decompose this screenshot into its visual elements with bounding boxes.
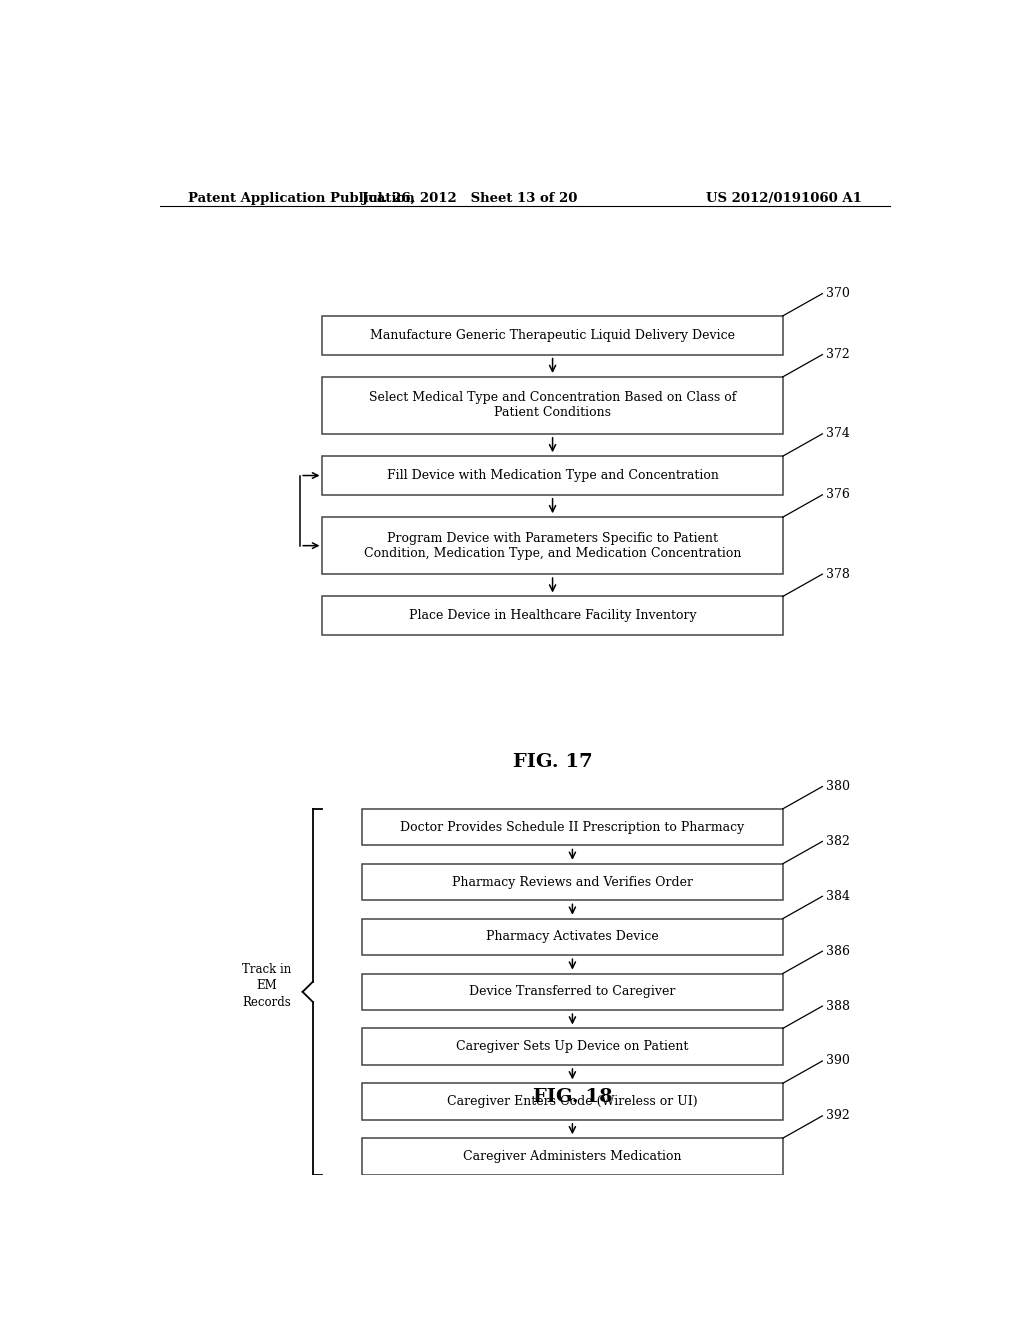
- Text: EM: EM: [256, 979, 278, 993]
- Text: 376: 376: [826, 488, 850, 502]
- Bar: [323, 315, 782, 355]
- Text: 384: 384: [826, 890, 850, 903]
- Text: Caregiver Sets Up Device on Patient: Caregiver Sets Up Device on Patient: [457, 1040, 688, 1053]
- Bar: [362, 1138, 782, 1175]
- Text: FIG. 18: FIG. 18: [532, 1088, 612, 1106]
- Text: Jul. 26, 2012   Sheet 13 of 20: Jul. 26, 2012 Sheet 13 of 20: [361, 191, 577, 205]
- Text: 372: 372: [826, 348, 850, 362]
- Text: 388: 388: [826, 999, 850, 1012]
- Text: Device Transferred to Caregiver: Device Transferred to Caregiver: [469, 985, 676, 998]
- Text: FIG. 17: FIG. 17: [513, 752, 593, 771]
- Text: 390: 390: [826, 1055, 850, 1068]
- Text: 392: 392: [826, 1109, 850, 1122]
- Bar: [362, 919, 782, 956]
- Text: 374: 374: [826, 428, 850, 441]
- Text: Manufacture Generic Therapeutic Liquid Delivery Device: Manufacture Generic Therapeutic Liquid D…: [370, 329, 735, 342]
- Text: 382: 382: [826, 836, 850, 847]
- Bar: [362, 863, 782, 900]
- Text: 378: 378: [826, 568, 850, 581]
- Text: US 2012/0191060 A1: US 2012/0191060 A1: [707, 191, 862, 205]
- Bar: [323, 457, 782, 495]
- Bar: [362, 1084, 782, 1119]
- Text: Doctor Provides Schedule II Prescription to Pharmacy: Doctor Provides Schedule II Prescription…: [400, 821, 744, 834]
- Bar: [362, 1028, 782, 1065]
- Text: Track in: Track in: [243, 964, 292, 975]
- Bar: [323, 597, 782, 635]
- Text: Caregiver Administers Medication: Caregiver Administers Medication: [463, 1150, 682, 1163]
- Text: Pharmacy Reviews and Verifies Order: Pharmacy Reviews and Verifies Order: [452, 875, 693, 888]
- Bar: [323, 378, 782, 434]
- Bar: [362, 974, 782, 1010]
- Bar: [362, 809, 782, 846]
- Bar: [323, 517, 782, 574]
- Text: Select Medical Type and Concentration Based on Class of
Patient Conditions: Select Medical Type and Concentration Ba…: [369, 392, 736, 420]
- Text: 370: 370: [826, 286, 850, 300]
- Text: 380: 380: [826, 780, 850, 793]
- Text: Fill Device with Medication Type and Concentration: Fill Device with Medication Type and Con…: [387, 469, 719, 482]
- Text: Place Device in Healthcare Facility Inventory: Place Device in Healthcare Facility Inve…: [409, 610, 696, 622]
- Text: Program Device with Parameters Specific to Patient
Condition, Medication Type, a: Program Device with Parameters Specific …: [364, 532, 741, 560]
- Text: Patent Application Publication: Patent Application Publication: [187, 191, 415, 205]
- Text: Caregiver Enters Code (Wireless or UI): Caregiver Enters Code (Wireless or UI): [447, 1096, 697, 1107]
- Text: Pharmacy Activates Device: Pharmacy Activates Device: [486, 931, 658, 944]
- Text: 386: 386: [826, 945, 850, 958]
- Text: Records: Records: [243, 995, 291, 1008]
